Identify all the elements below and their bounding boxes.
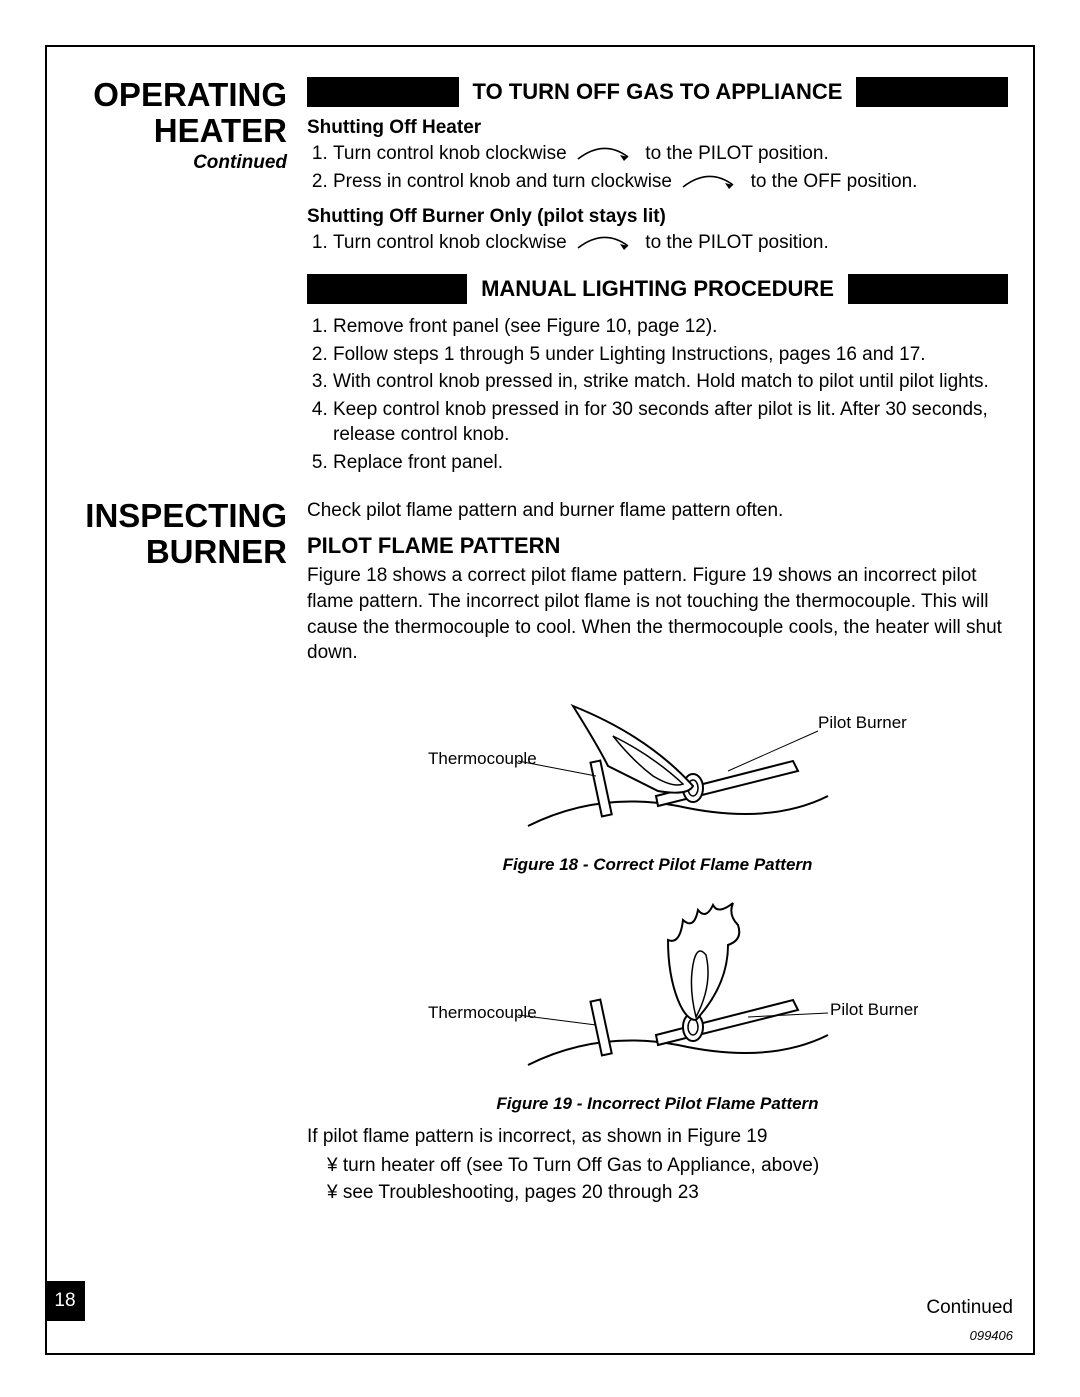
step: Press in control knob and turn clockwise… <box>333 169 1008 195</box>
step-pre: Press in control knob and turn clockwise <box>333 171 672 192</box>
section-title-burner: BURNER <box>72 534 287 570</box>
right-column: Check pilot flame pattern and burner fla… <box>307 498 1008 1207</box>
manual-page: OPERATING HEATER Continued TO TURN OFF G… <box>45 45 1035 1355</box>
pilot-burner-label: Pilot Burner <box>818 713 907 732</box>
operating-heater-section: OPERATING HEATER Continued TO TURN OFF G… <box>72 77 1008 488</box>
figure-18: Thermocouple Pilot Burner <box>307 676 1008 851</box>
left-column: INSPECTING BURNER <box>72 498 307 571</box>
clockwise-arrow-icon <box>576 234 636 252</box>
figure-18-caption: Figure 18 - Correct Pilot Flame Pattern <box>307 855 1008 875</box>
shutting-off-burner-list: Turn control knob clockwise to the PILOT… <box>307 230 1008 256</box>
step: Turn control knob clockwise to the PILOT… <box>333 141 1008 167</box>
manual-lighting-list: Remove front panel (see Figure 10, page … <box>307 314 1008 476</box>
band-bar-left <box>307 77 459 107</box>
bullet: ¥ turn heater off (see To Turn Off Gas t… <box>327 1152 1008 1180</box>
left-column: OPERATING HEATER Continued <box>72 77 307 174</box>
section-title-inspecting: INSPECTING <box>72 498 287 534</box>
step-post: to the PILOT position. <box>645 143 828 164</box>
page-number: 18 <box>45 1281 85 1321</box>
right-column: TO TURN OFF GAS TO APPLIANCE Shutting Of… <box>307 77 1008 488</box>
inspecting-burner-section: INSPECTING BURNER Check pilot flame patt… <box>72 498 1008 1207</box>
clockwise-arrow-icon <box>576 145 636 163</box>
figure-19-caption: Figure 19 - Incorrect Pilot Flame Patter… <box>307 1094 1008 1114</box>
step-pre: Turn control knob clockwise <box>333 232 567 253</box>
step: Keep control knob pressed in for 30 seco… <box>333 397 1008 448</box>
section-title-heater: HEATER <box>72 113 287 149</box>
bullet: ¥ see Troubleshooting, pages 20 through … <box>327 1179 1008 1207</box>
figure-18-svg: Thermocouple Pilot Burner <box>398 676 918 846</box>
step: Replace front panel. <box>333 450 1008 476</box>
page-number-value: 18 <box>54 1290 75 1312</box>
step: Remove front panel (see Figure 10, page … <box>333 314 1008 340</box>
document-id: 099406 <box>970 1328 1013 1343</box>
step: Turn control knob clockwise to the PILOT… <box>333 230 1008 256</box>
shutting-off-heater-head: Shutting Off Heater <box>307 117 1008 139</box>
thermocouple-label: Thermocouple <box>428 749 537 768</box>
pilot-burner-label: Pilot Burner <box>830 1000 918 1019</box>
step-pre: Turn control knob clockwise <box>333 143 567 164</box>
step-post: to the PILOT position. <box>645 232 828 253</box>
band-turn-off-gas: TO TURN OFF GAS TO APPLIANCE <box>307 77 1008 107</box>
section-title-operating: OPERATING <box>72 77 287 113</box>
thermocouple-label: Thermocouple <box>428 1003 537 1022</box>
closing-line: If pilot flame pattern is incorrect, as … <box>307 1124 1008 1150</box>
shutting-off-heater-list: Turn control knob clockwise to the PILOT… <box>307 141 1008 194</box>
step: With control knob pressed in, strike mat… <box>333 369 1008 395</box>
band-manual-lighting: MANUAL LIGHTING PROCEDURE <box>307 274 1008 304</box>
step: Follow steps 1 through 5 under Lighting … <box>333 342 1008 368</box>
figure-19-svg: Thermocouple Pilot Burner <box>398 885 918 1085</box>
clockwise-arrow-icon <box>681 173 741 191</box>
shutting-off-burner-head: Shutting Off Burner Only (pilot stays li… <box>307 206 1008 228</box>
step-post: to the OFF position. <box>751 171 918 192</box>
continued-footer: Continued <box>926 1297 1013 1319</box>
pilot-flame-pattern-head: PILOT FLAME PATTERN <box>307 533 1008 559</box>
band-bar-right <box>848 274 1008 304</box>
inspecting-intro: Check pilot flame pattern and burner fla… <box>307 498 1008 524</box>
continued-label: Continued <box>72 152 287 174</box>
band-bar-left <box>307 274 467 304</box>
closing-bullets: ¥ turn heater off (see To Turn Off Gas t… <box>327 1152 1008 1207</box>
band-bar-right <box>856 77 1008 107</box>
pilot-flame-paragraph: Figure 18 shows a correct pilot flame pa… <box>307 563 1008 666</box>
figure-19: Thermocouple Pilot Burner <box>307 885 1008 1090</box>
band-label: TO TURN OFF GAS TO APPLIANCE <box>459 77 857 107</box>
band-label: MANUAL LIGHTING PROCEDURE <box>467 274 848 304</box>
